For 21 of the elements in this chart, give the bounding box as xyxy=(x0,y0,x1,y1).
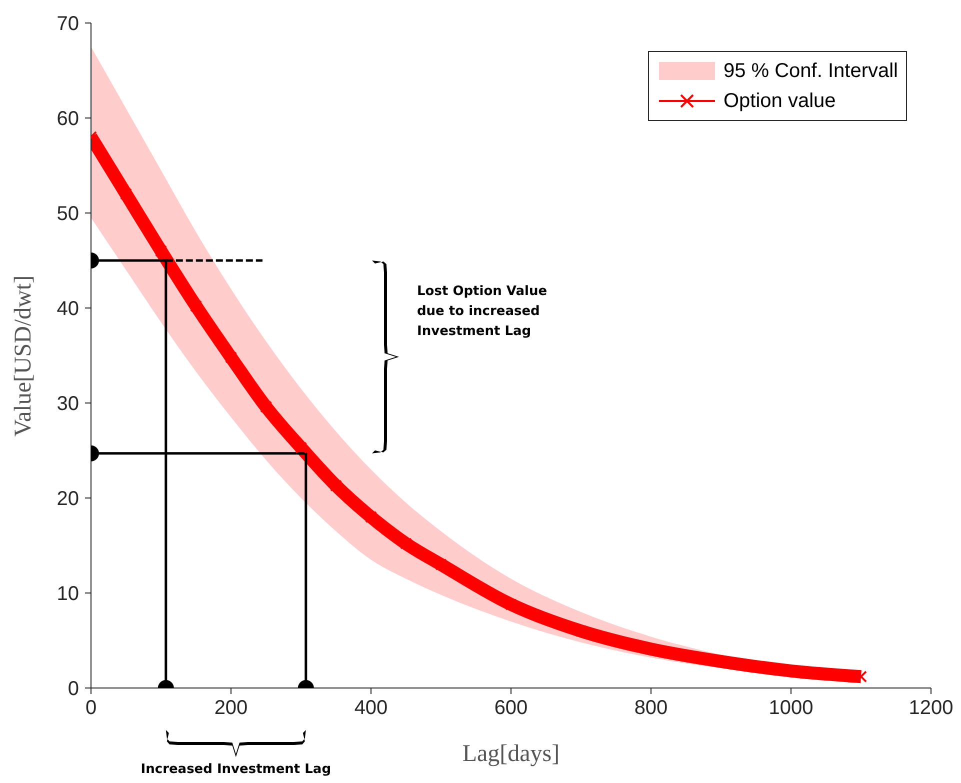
x-tick-label: 600 xyxy=(494,697,528,720)
y-tick-label: 50 xyxy=(56,203,79,226)
y-tick-label: 40 xyxy=(56,298,79,320)
text: Increased Investment Lag xyxy=(140,762,332,777)
y-tick-label: 10 xyxy=(56,583,79,606)
x-tick-label: 200 xyxy=(214,697,248,720)
x-axis-title: Lag[days] xyxy=(462,741,560,767)
x-tick-label: 0 xyxy=(85,697,97,720)
legend-label: Option value xyxy=(723,90,836,112)
y-axis-title: Value[USD/dwt] xyxy=(10,274,38,436)
y-tick-label: 70 xyxy=(56,13,79,36)
x-tick-label: 400 xyxy=(354,697,388,720)
y-tick-label: 60 xyxy=(56,108,79,130)
legend-label: 95 % Conf. Intervall xyxy=(723,60,898,82)
annotation: Lost Option Value due to increased Investment Lag xyxy=(417,282,548,341)
x-tick-label: 1200 xyxy=(908,697,954,720)
x-tick-label: 1000 xyxy=(768,697,814,720)
y-tick-label: 30 xyxy=(56,393,79,416)
x-tick-label: 800 xyxy=(634,697,668,720)
y-tick-label: 20 xyxy=(56,488,79,510)
y-tick-label: 0 xyxy=(68,678,79,700)
